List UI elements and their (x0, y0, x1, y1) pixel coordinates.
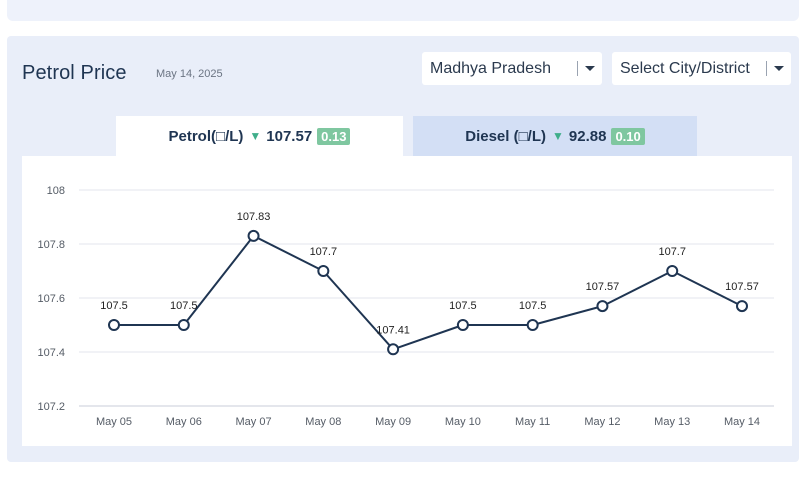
chevron-down-icon[interactable] (585, 66, 595, 71)
data-point (108, 319, 120, 331)
y-tick-label: 107.8 (37, 239, 65, 251)
down-arrow-icon: ▼ (249, 129, 262, 143)
tab-petrol[interactable]: Petrol(□/L) ▼ 107.57 0.13 (116, 116, 403, 156)
series-line-petrol (114, 234, 743, 351)
x-tick-label: May 11 (515, 416, 550, 428)
x-tick-label: May 10 (445, 416, 481, 428)
select-separator (766, 61, 767, 76)
data-label: 107.83 (237, 211, 271, 223)
x-tick-label: May 12 (584, 416, 620, 428)
down-arrow-icon: ▼ (552, 129, 564, 143)
data-point (456, 319, 469, 331)
tab-petrol-change-badge: 0.13 (317, 127, 351, 145)
tab-diesel-price: 92.88 (568, 127, 607, 145)
data-label: 107.57 (586, 281, 620, 293)
select-separator (577, 61, 578, 76)
y-tick-label: 107.2 (37, 401, 65, 413)
data-label: 107.5 (519, 300, 547, 312)
data-point (526, 319, 539, 331)
data-point (317, 265, 330, 277)
city-select-placeholder: Select City/District (620, 59, 750, 77)
data-point (666, 265, 679, 277)
data-label: 107.5 (100, 300, 128, 312)
tab-diesel[interactable]: Diesel (□/L) ▼ 92.88 0.10 (413, 116, 697, 156)
city-select[interactable]: Select City/District (612, 52, 791, 85)
x-tick-label: May 08 (305, 416, 341, 428)
bottom-strip (7, 466, 799, 479)
x-tick-label: May 09 (375, 416, 411, 428)
data-label: 107.7 (658, 246, 686, 258)
chart-panel: 107.2 107.4 107.6 107.8 108 May 05 May 06 May 0… (22, 156, 792, 446)
chevron-down-icon[interactable] (774, 66, 784, 71)
tab-diesel-label: Diesel (□/L) (465, 127, 546, 145)
tab-diesel-change-badge: 0.10 (611, 127, 645, 145)
y-tick-label: 107.4 (37, 347, 65, 359)
x-tick-label: May 07 (236, 416, 272, 428)
data-point (387, 343, 400, 356)
data-point (736, 300, 748, 313)
page-title: Petrol Price (22, 62, 127, 84)
data-label: 107.41 (376, 324, 410, 336)
state-select-value: Madhya Pradesh (430, 59, 551, 77)
tab-petrol-price: 107.57 (266, 127, 313, 145)
x-tick-label: May 14 (724, 416, 760, 428)
y-tick-label: 108 (47, 185, 65, 197)
data-point (177, 319, 190, 331)
price-date: May 14, 2025 (156, 68, 223, 80)
state-select[interactable]: Madhya Pradesh (422, 52, 602, 85)
x-tick-label: May 13 (654, 416, 690, 428)
top-card (7, 0, 799, 21)
data-point (247, 229, 260, 242)
data-label: 107.7 (310, 246, 338, 258)
y-tick-label: 107.6 (37, 293, 65, 305)
data-label: 107.5 (170, 300, 198, 312)
tab-petrol-label: Petrol(□/L) (168, 127, 244, 145)
x-tick-label: May 05 (96, 416, 132, 428)
data-point (596, 300, 609, 313)
data-label: 107.57 (725, 281, 759, 293)
x-tick-label: May 06 (166, 416, 202, 428)
data-label: 107.5 (449, 300, 477, 312)
price-line-chart: 107.2 107.4 107.6 107.8 108 May 05 May 06 May 0… (37, 185, 774, 428)
